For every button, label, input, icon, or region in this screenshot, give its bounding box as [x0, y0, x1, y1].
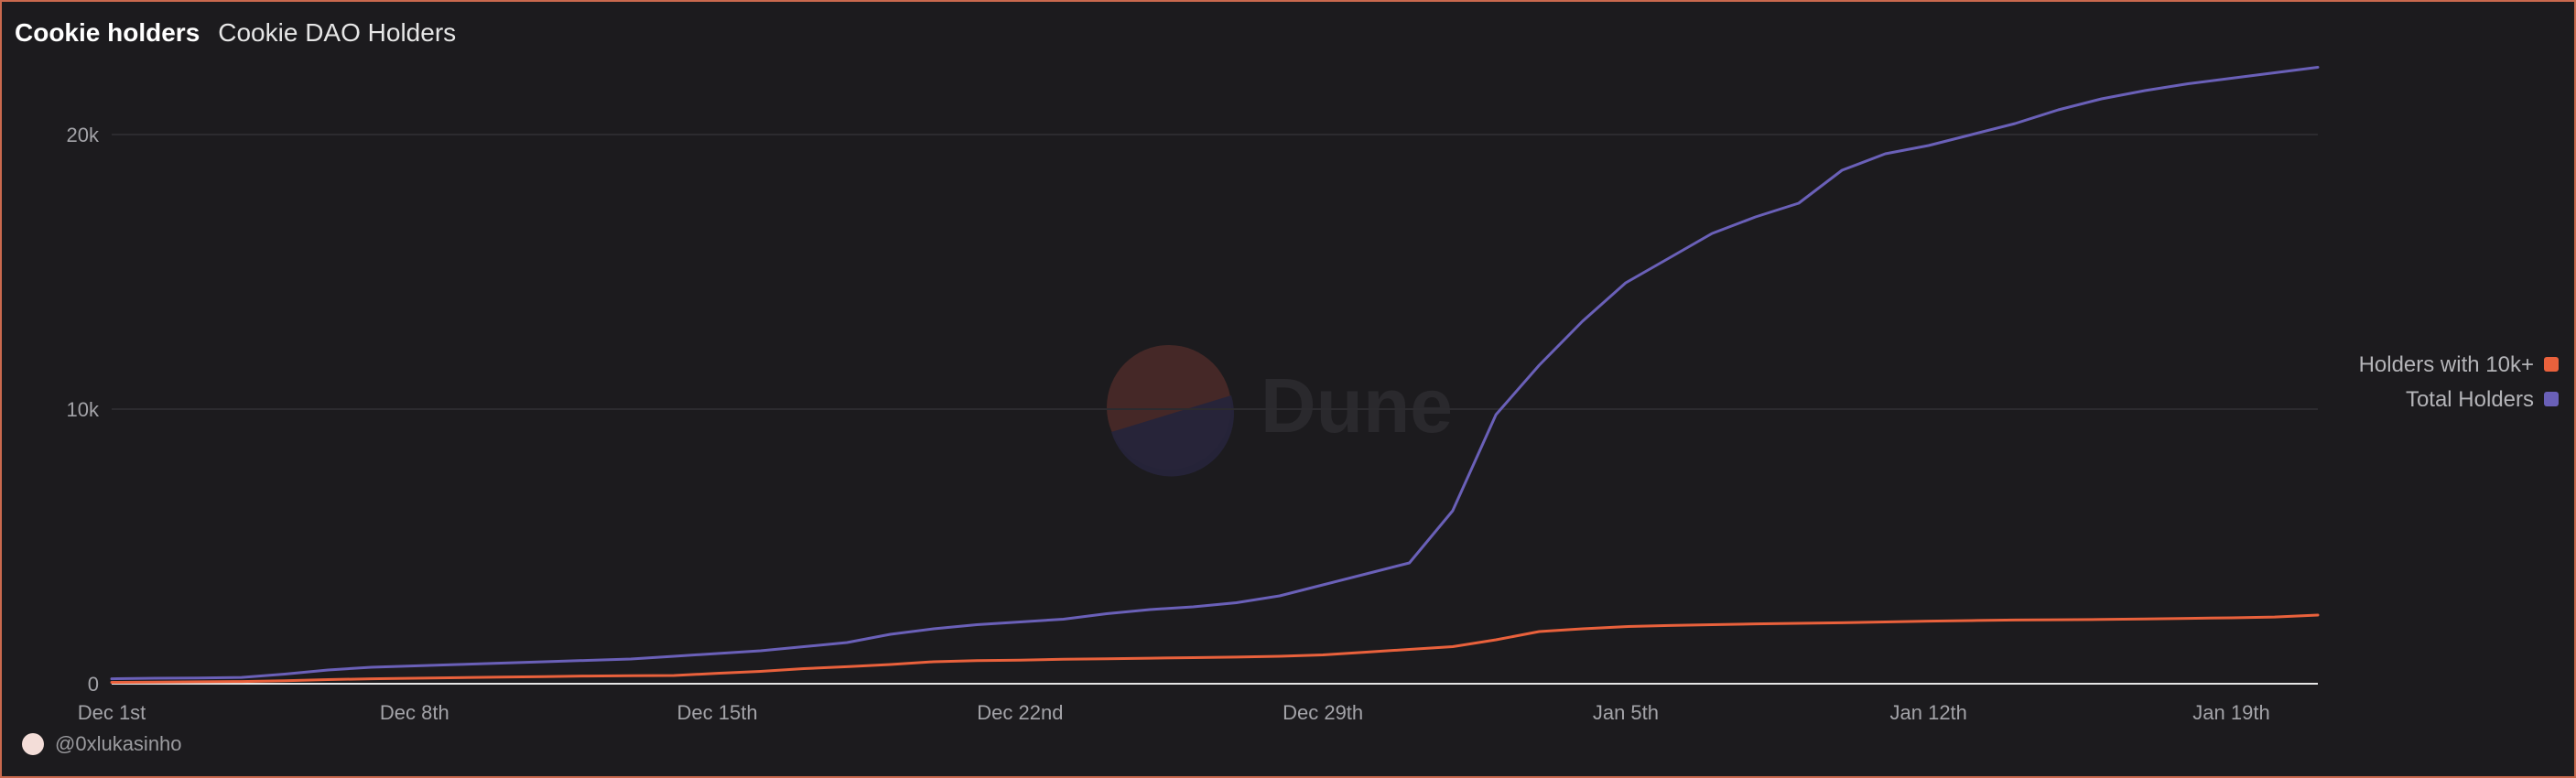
watermark-logo-shadow — [1111, 395, 1234, 477]
x-tick-label: Jan 5th — [1593, 701, 1659, 724]
x-tick-label: Jan 12th — [1890, 701, 1967, 724]
x-tick-label: Dec 29th — [1283, 701, 1363, 724]
x-tick-label: Dec 22nd — [977, 701, 1063, 724]
legend-label: Total Holders — [2406, 387, 2534, 412]
x-tick-label: Dec 15th — [677, 701, 758, 724]
chart-subtitle: Cookie DAO Holders — [218, 18, 457, 47]
x-tick-label: Jan 19th — [2192, 701, 2269, 724]
avatar — [22, 733, 44, 755]
y-tick-label: 10k — [67, 398, 100, 421]
y-tick-label: 20k — [67, 124, 100, 146]
chart-footer: @0xlukasinho — [22, 732, 182, 756]
legend-swatch — [2544, 392, 2559, 406]
watermark-text: Dune — [1261, 362, 1453, 448]
dune-watermark: Dune — [1107, 345, 1453, 477]
y-tick-label: 0 — [88, 673, 99, 696]
author-handle: @0xlukasinho — [55, 732, 182, 755]
legend-swatch — [2544, 357, 2559, 372]
x-tick-label: Dec 8th — [380, 701, 449, 724]
legend-label: Holders with 10k+ — [2359, 352, 2534, 377]
chart-header: Cookie holders Cookie DAO Holders — [15, 18, 456, 48]
series-line-total-holders — [110, 66, 2320, 681]
x-tick-label: Dec 1st — [78, 701, 146, 724]
series-line-holders-10k — [110, 613, 2320, 684]
chart-title: Cookie holders — [15, 18, 200, 47]
